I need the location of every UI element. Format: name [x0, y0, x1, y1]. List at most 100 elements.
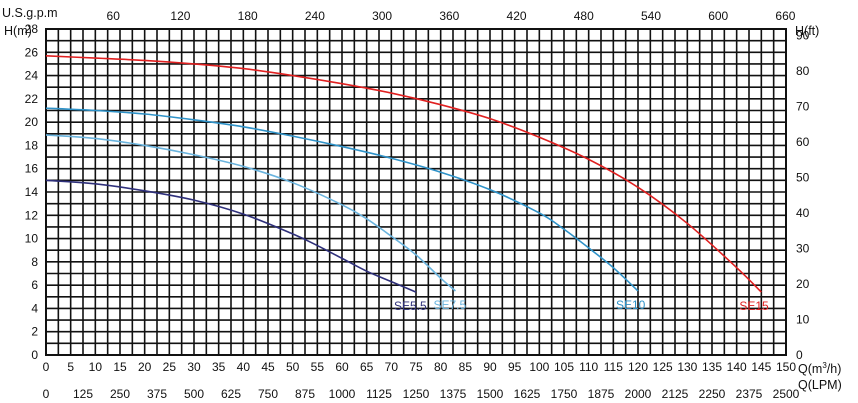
x-tick-label-gpm: 240 — [305, 9, 325, 23]
y-tick-label-m: 10 — [25, 232, 39, 246]
x-tick-label-m3h: 70 — [385, 360, 399, 374]
x-tick-label-m3h: 90 — [483, 360, 497, 374]
curve-se5-5 — [45, 179, 417, 293]
series-label-se5-5: SE5.5 — [394, 299, 427, 313]
x-tick-label-m3h: 45 — [261, 360, 275, 374]
x-tick-label-lpm: 1875 — [588, 387, 615, 401]
x-tick-label-m3h: 50 — [286, 360, 300, 374]
x-tick-label-m3h: 150 — [776, 360, 796, 374]
y-tick-label-ft: 30 — [796, 242, 810, 256]
curve-se15 — [45, 54, 762, 293]
x-tick-label-lpm: 2500 — [773, 387, 800, 401]
right-axis-title: H(ft) — [795, 24, 819, 38]
x-tick-label-lpm: 2125 — [662, 387, 689, 401]
x-tick-label-m3h: 125 — [653, 360, 673, 374]
x-tick-label-gpm: 120 — [170, 9, 190, 23]
x-tick-label-lpm: 2250 — [699, 387, 726, 401]
x-tick-label-gpm: 480 — [574, 9, 594, 23]
x-tick-label-lpm: 250 — [110, 387, 130, 401]
x-tick-label-gpm: 180 — [238, 9, 258, 23]
y-tick-label-m: 8 — [31, 255, 38, 269]
x-tick-label-lpm: 1625 — [514, 387, 541, 401]
x-tick-label-lpm: 500 — [184, 387, 204, 401]
x-tick-label-m3h: 20 — [138, 360, 152, 374]
y-tick-label-ft: 70 — [796, 100, 810, 114]
x-tick-label-lpm: 2000 — [625, 387, 652, 401]
y-tick-label-m: 28 — [25, 22, 39, 36]
x-tick-label-m3h: 35 — [212, 360, 226, 374]
series-label-se7-5: SE7.5 — [433, 298, 466, 312]
series-label-se15: SE15 — [739, 299, 769, 313]
top-axis-title: U.S.g.p.m — [2, 6, 58, 20]
x-tick-label-m3h: 0 — [43, 360, 50, 374]
y-tick-label-m: 2 — [31, 325, 38, 339]
x-tick-label-m3h: 25 — [163, 360, 177, 374]
tick-labels: 0 5 10 15 20 25 30 35 40 45 50 55 60 65 70 75 80 85 90 95 10… — [25, 9, 810, 401]
x-tick-label-m3h: 140 — [727, 360, 747, 374]
x-tick-label-lpm: 625 — [221, 387, 241, 401]
y-tick-label-ft: 80 — [796, 64, 810, 78]
x-tick-label-gpm: 540 — [641, 9, 661, 23]
x-tick-label-m3h: 55 — [311, 360, 325, 374]
x-tick-label-m3h: 30 — [187, 360, 201, 374]
x-tick-label-gpm: 360 — [439, 9, 459, 23]
y-tick-label-ft: 90 — [796, 29, 810, 43]
bottom-axis-title-lpm: Q(LPM) — [798, 378, 842, 392]
bottom-axis-title-m3h: Q(m3/h) — [798, 361, 841, 376]
x-tick-label-lpm: 1500 — [477, 387, 504, 401]
y-tick-label-ft: 40 — [796, 206, 810, 220]
x-tick-label-lpm: 1000 — [329, 387, 356, 401]
x-tick-label-lpm: 1250 — [403, 387, 430, 401]
left-axis-title: H(m) — [4, 24, 32, 38]
y-tick-label-m: 0 — [31, 348, 38, 362]
y-tick-label-m: 16 — [25, 162, 39, 176]
x-tick-label-gpm: 60 — [107, 9, 121, 23]
curve-se10 — [45, 107, 639, 292]
y-tick-label-m: 18 — [25, 138, 39, 152]
x-tick-label-m3h: 145 — [751, 360, 771, 374]
x-tick-label-m3h: 65 — [360, 360, 374, 374]
x-tick-label-lpm: 1125 — [366, 387, 392, 401]
x-tick-label-lpm: 1375 — [440, 387, 467, 401]
x-tick-label-gpm: 660 — [775, 9, 795, 23]
x-tick-label-lpm: 2375 — [736, 387, 763, 401]
x-tick-label-m3h: 120 — [628, 360, 648, 374]
series-labels: SE15 SE10 SE7.5 SE5.5 — [394, 298, 769, 313]
x-tick-label-lpm: 0 — [43, 387, 50, 401]
x-tick-label-m3h: 135 — [702, 360, 722, 374]
y-tick-label-ft: 10 — [796, 313, 810, 327]
x-tick-label-lpm: 875 — [295, 387, 315, 401]
y-tick-label-ft: 60 — [796, 135, 810, 149]
curve-se7-5 — [45, 134, 456, 292]
y-tick-label-m: 26 — [25, 45, 39, 59]
x-tick-label-m3h: 40 — [237, 360, 251, 374]
y-tick-label-m: 20 — [25, 115, 39, 129]
x-tick-label-m3h: 95 — [508, 360, 522, 374]
x-tick-label-lpm: 750 — [258, 387, 278, 401]
x-tick-label-m3h: 15 — [113, 360, 127, 374]
plot-frame — [45, 28, 787, 356]
y-tick-label-m: 14 — [25, 185, 39, 199]
x-tick-label-m3h: 10 — [89, 360, 103, 374]
x-tick-label-m3h: 85 — [459, 360, 473, 374]
x-tick-label-m3h: 130 — [677, 360, 697, 374]
y-tick-label-m: 4 — [31, 301, 38, 315]
x-tick-label-m3h: 100 — [529, 360, 549, 374]
x-tick-label-m3h: 75 — [409, 360, 423, 374]
x-tick-label-m3h: 60 — [335, 360, 349, 374]
x-tick-label-m3h: 105 — [554, 360, 574, 374]
y-tick-label-m: 24 — [25, 69, 39, 83]
x-tick-label-lpm: 125 — [73, 387, 93, 401]
x-tick-label-lpm: 1750 — [551, 387, 578, 401]
x-tick-label-m3h: 5 — [67, 360, 74, 374]
performance-curves — [45, 54, 762, 293]
x-tick-label-gpm: 420 — [507, 9, 527, 23]
x-tick-label-gpm: 300 — [372, 9, 392, 23]
y-tick-label-ft: 20 — [796, 277, 810, 291]
y-tick-label-m: 12 — [25, 208, 39, 222]
x-tick-label-m3h: 80 — [434, 360, 448, 374]
x-tick-label-m3h: 115 — [604, 360, 623, 374]
x-tick-label-lpm: 375 — [147, 387, 167, 401]
x-tick-label-m3h: 110 — [579, 360, 598, 374]
y-tick-label-m: 6 — [31, 278, 38, 292]
